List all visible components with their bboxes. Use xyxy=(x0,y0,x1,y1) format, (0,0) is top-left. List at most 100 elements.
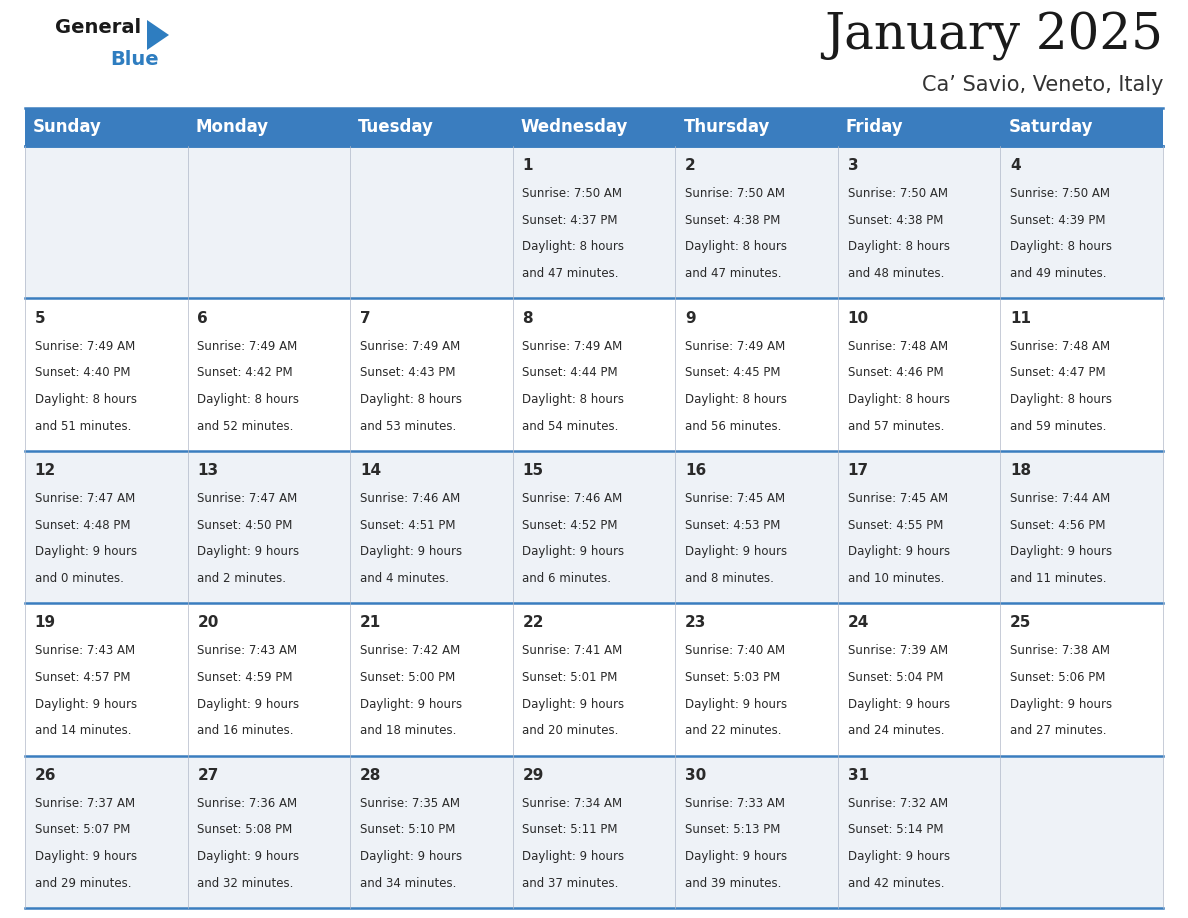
Text: Sunday: Sunday xyxy=(33,118,102,136)
Text: Tuesday: Tuesday xyxy=(359,118,434,136)
Text: Sunrise: 7:47 AM: Sunrise: 7:47 AM xyxy=(34,492,135,505)
Bar xyxy=(25,603,1163,756)
Text: Daylight: 8 hours: Daylight: 8 hours xyxy=(360,393,462,406)
Text: Sunrise: 7:33 AM: Sunrise: 7:33 AM xyxy=(685,797,785,810)
Text: Daylight: 9 hours: Daylight: 9 hours xyxy=(1010,698,1112,711)
Polygon shape xyxy=(147,20,169,50)
Text: Sunset: 4:55 PM: Sunset: 4:55 PM xyxy=(847,519,943,532)
Text: Daylight: 8 hours: Daylight: 8 hours xyxy=(1010,241,1112,253)
Text: Sunrise: 7:49 AM: Sunrise: 7:49 AM xyxy=(34,340,135,353)
Text: 17: 17 xyxy=(847,463,868,478)
Bar xyxy=(25,451,1163,603)
Text: and 52 minutes.: and 52 minutes. xyxy=(197,420,293,432)
Text: Monday: Monday xyxy=(196,118,268,136)
Text: Sunset: 5:06 PM: Sunset: 5:06 PM xyxy=(1010,671,1106,684)
Text: Sunset: 5:01 PM: Sunset: 5:01 PM xyxy=(523,671,618,684)
Text: and 57 minutes.: and 57 minutes. xyxy=(847,420,944,432)
Text: Sunrise: 7:44 AM: Sunrise: 7:44 AM xyxy=(1010,492,1111,505)
Text: 6: 6 xyxy=(197,310,208,326)
Text: Sunset: 4:38 PM: Sunset: 4:38 PM xyxy=(847,214,943,227)
Text: 8: 8 xyxy=(523,310,533,326)
Text: Sunset: 4:51 PM: Sunset: 4:51 PM xyxy=(360,519,455,532)
Text: Daylight: 9 hours: Daylight: 9 hours xyxy=(1010,545,1112,558)
Text: Sunrise: 7:35 AM: Sunrise: 7:35 AM xyxy=(360,797,460,810)
Text: and 6 minutes.: and 6 minutes. xyxy=(523,572,612,585)
Text: and 37 minutes.: and 37 minutes. xyxy=(523,877,619,890)
Text: and 14 minutes.: and 14 minutes. xyxy=(34,724,131,737)
Text: 15: 15 xyxy=(523,463,544,478)
Text: Sunrise: 7:50 AM: Sunrise: 7:50 AM xyxy=(523,187,623,200)
Text: Daylight: 8 hours: Daylight: 8 hours xyxy=(523,241,625,253)
Text: and 10 minutes.: and 10 minutes. xyxy=(847,572,944,585)
Text: and 48 minutes.: and 48 minutes. xyxy=(847,267,944,280)
Text: Daylight: 9 hours: Daylight: 9 hours xyxy=(685,698,788,711)
Text: and 11 minutes.: and 11 minutes. xyxy=(1010,572,1107,585)
Text: Daylight: 8 hours: Daylight: 8 hours xyxy=(34,393,137,406)
Text: 5: 5 xyxy=(34,310,45,326)
Text: Daylight: 9 hours: Daylight: 9 hours xyxy=(197,545,299,558)
Text: Sunrise: 7:49 AM: Sunrise: 7:49 AM xyxy=(360,340,460,353)
Text: and 22 minutes.: and 22 minutes. xyxy=(685,724,782,737)
Text: and 8 minutes.: and 8 minutes. xyxy=(685,572,773,585)
Text: Sunrise: 7:49 AM: Sunrise: 7:49 AM xyxy=(197,340,297,353)
Text: and 39 minutes.: and 39 minutes. xyxy=(685,877,782,890)
Text: Sunset: 5:13 PM: Sunset: 5:13 PM xyxy=(685,823,781,836)
Text: Sunrise: 7:36 AM: Sunrise: 7:36 AM xyxy=(197,797,297,810)
Text: Friday: Friday xyxy=(846,118,904,136)
Text: Sunset: 5:08 PM: Sunset: 5:08 PM xyxy=(197,823,292,836)
Text: and 18 minutes.: and 18 minutes. xyxy=(360,724,456,737)
Text: Daylight: 9 hours: Daylight: 9 hours xyxy=(847,698,949,711)
Text: 2: 2 xyxy=(685,158,696,174)
Text: January 2025: January 2025 xyxy=(824,12,1163,62)
Text: and 32 minutes.: and 32 minutes. xyxy=(197,877,293,890)
Text: Sunset: 4:42 PM: Sunset: 4:42 PM xyxy=(197,366,293,379)
Text: Sunset: 5:10 PM: Sunset: 5:10 PM xyxy=(360,823,455,836)
Text: Saturday: Saturday xyxy=(1009,118,1093,136)
Text: Sunrise: 7:34 AM: Sunrise: 7:34 AM xyxy=(523,797,623,810)
Text: Sunset: 4:52 PM: Sunset: 4:52 PM xyxy=(523,519,618,532)
Text: Sunset: 5:07 PM: Sunset: 5:07 PM xyxy=(34,823,131,836)
Text: and 59 minutes.: and 59 minutes. xyxy=(1010,420,1106,432)
Text: 7: 7 xyxy=(360,310,371,326)
Text: and 56 minutes.: and 56 minutes. xyxy=(685,420,782,432)
Text: 29: 29 xyxy=(523,767,544,783)
Text: Sunrise: 7:42 AM: Sunrise: 7:42 AM xyxy=(360,644,460,657)
Text: Sunset: 4:53 PM: Sunset: 4:53 PM xyxy=(685,519,781,532)
Text: Sunset: 4:43 PM: Sunset: 4:43 PM xyxy=(360,366,455,379)
Text: Sunrise: 7:48 AM: Sunrise: 7:48 AM xyxy=(847,340,948,353)
Text: and 2 minutes.: and 2 minutes. xyxy=(197,572,286,585)
Text: 4: 4 xyxy=(1010,158,1020,174)
Text: 23: 23 xyxy=(685,615,707,631)
Text: and 47 minutes.: and 47 minutes. xyxy=(685,267,782,280)
Text: 12: 12 xyxy=(34,463,56,478)
Text: Sunset: 5:00 PM: Sunset: 5:00 PM xyxy=(360,671,455,684)
Text: Sunrise: 7:48 AM: Sunrise: 7:48 AM xyxy=(1010,340,1111,353)
Text: and 51 minutes.: and 51 minutes. xyxy=(34,420,131,432)
Text: Daylight: 9 hours: Daylight: 9 hours xyxy=(360,698,462,711)
Text: Sunset: 4:59 PM: Sunset: 4:59 PM xyxy=(197,671,292,684)
Text: Sunrise: 7:47 AM: Sunrise: 7:47 AM xyxy=(197,492,297,505)
Text: Daylight: 8 hours: Daylight: 8 hours xyxy=(523,393,625,406)
Text: 1: 1 xyxy=(523,158,533,174)
Text: Sunset: 5:03 PM: Sunset: 5:03 PM xyxy=(685,671,781,684)
Text: Sunset: 4:44 PM: Sunset: 4:44 PM xyxy=(523,366,618,379)
Text: Daylight: 9 hours: Daylight: 9 hours xyxy=(197,850,299,863)
Text: Daylight: 8 hours: Daylight: 8 hours xyxy=(847,241,949,253)
Text: 25: 25 xyxy=(1010,615,1031,631)
Text: Sunset: 5:14 PM: Sunset: 5:14 PM xyxy=(847,823,943,836)
Text: Daylight: 9 hours: Daylight: 9 hours xyxy=(523,698,625,711)
Text: Sunrise: 7:41 AM: Sunrise: 7:41 AM xyxy=(523,644,623,657)
Text: Daylight: 9 hours: Daylight: 9 hours xyxy=(34,545,137,558)
Text: Daylight: 9 hours: Daylight: 9 hours xyxy=(523,545,625,558)
Text: Sunset: 5:11 PM: Sunset: 5:11 PM xyxy=(523,823,618,836)
Text: and 27 minutes.: and 27 minutes. xyxy=(1010,724,1107,737)
Text: 22: 22 xyxy=(523,615,544,631)
Text: Ca’ Savio, Veneto, Italy: Ca’ Savio, Veneto, Italy xyxy=(922,75,1163,95)
Text: Sunrise: 7:46 AM: Sunrise: 7:46 AM xyxy=(523,492,623,505)
Text: and 29 minutes.: and 29 minutes. xyxy=(34,877,131,890)
Text: Sunset: 4:56 PM: Sunset: 4:56 PM xyxy=(1010,519,1106,532)
Text: 30: 30 xyxy=(685,767,707,783)
Text: Sunset: 4:40 PM: Sunset: 4:40 PM xyxy=(34,366,131,379)
Text: and 42 minutes.: and 42 minutes. xyxy=(847,877,944,890)
Text: Sunset: 4:45 PM: Sunset: 4:45 PM xyxy=(685,366,781,379)
